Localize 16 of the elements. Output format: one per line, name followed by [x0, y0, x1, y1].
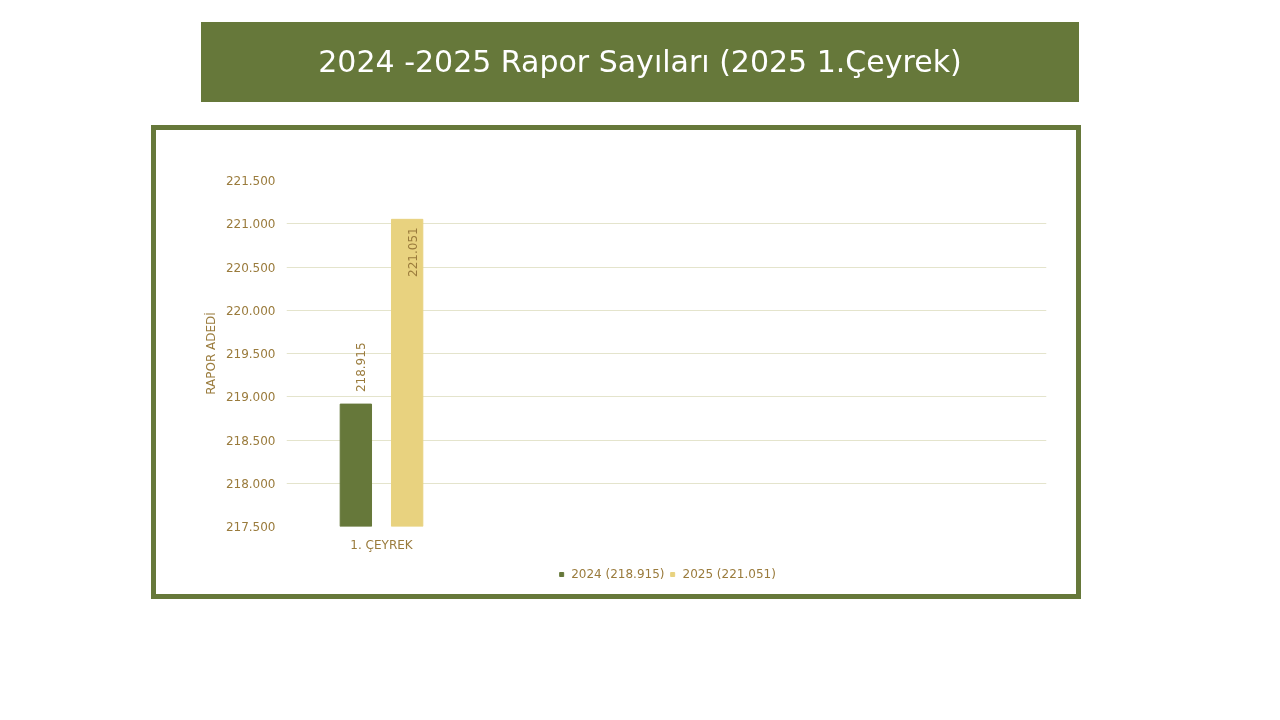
y-tick-label: 219.500	[225, 347, 276, 361]
y-tick-label: 220.500	[225, 260, 276, 275]
legend-label: 2024 (218.915)	[571, 567, 665, 581]
y-tick-label: 219.000	[225, 390, 276, 405]
y-tick-label: 220.000	[225, 303, 276, 318]
y-axis-title: RAPOR ADEDİ	[202, 312, 218, 395]
y-tick-label: 218.000	[225, 476, 276, 491]
x-tick-label: 1. ÇEYREK	[350, 537, 414, 552]
text: 2024 -2025 Rapor Sayıları (2025 1.Çeyrek)	[318, 42, 962, 81]
y-tick-label: 221.500	[225, 174, 276, 188]
data-label: 221.051	[405, 227, 420, 277]
y-tick-label: 221.000	[225, 217, 276, 232]
legend-label: 2025 (221.051)	[682, 567, 776, 581]
y-tick-label: 217.500	[225, 520, 276, 534]
y-tick-label: 218.500	[225, 433, 276, 448]
data-label: 218.915	[354, 342, 369, 393]
